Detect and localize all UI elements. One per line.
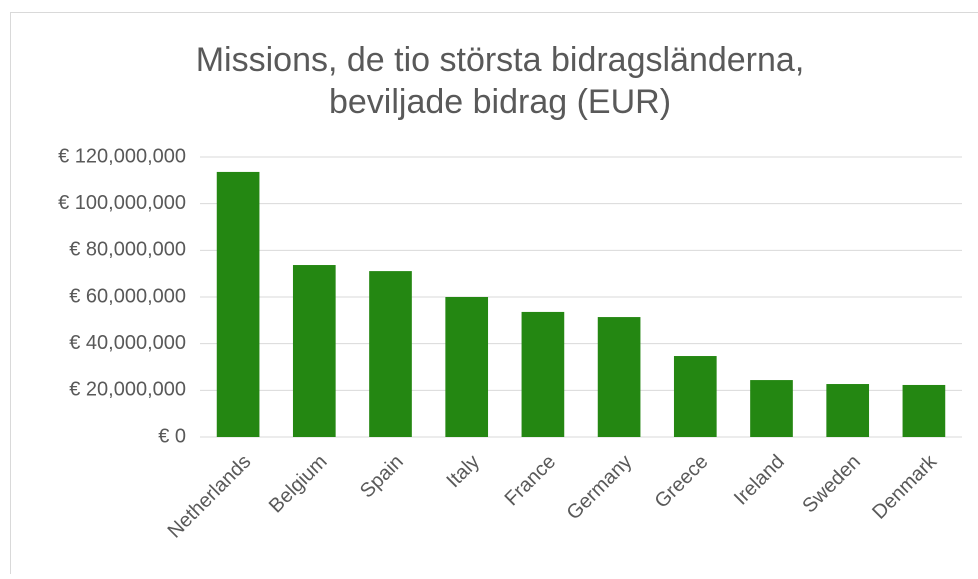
y-tick-label: € 20,000,000 [69, 379, 186, 401]
bar [522, 312, 565, 437]
y-tick-label: € 120,000,000 [58, 145, 186, 167]
y-tick-label: € 80,000,000 [69, 239, 186, 261]
bar [826, 384, 869, 437]
chart-title: beviljade bidrag (EUR) [329, 83, 671, 121]
bar [674, 356, 717, 437]
bar [293, 265, 336, 437]
bar [750, 380, 793, 437]
bar [445, 297, 488, 437]
bar [369, 271, 412, 437]
bar [903, 385, 946, 437]
y-tick-label: € 60,000,000 [69, 285, 186, 307]
bar [598, 317, 641, 437]
bar [217, 172, 260, 437]
y-tick-label: € 0 [158, 425, 186, 447]
y-tick-label: € 100,000,000 [58, 192, 186, 214]
chart-title: Missions, de tio största bidragsländerna… [196, 41, 805, 79]
y-tick-label: € 40,000,000 [69, 332, 186, 354]
